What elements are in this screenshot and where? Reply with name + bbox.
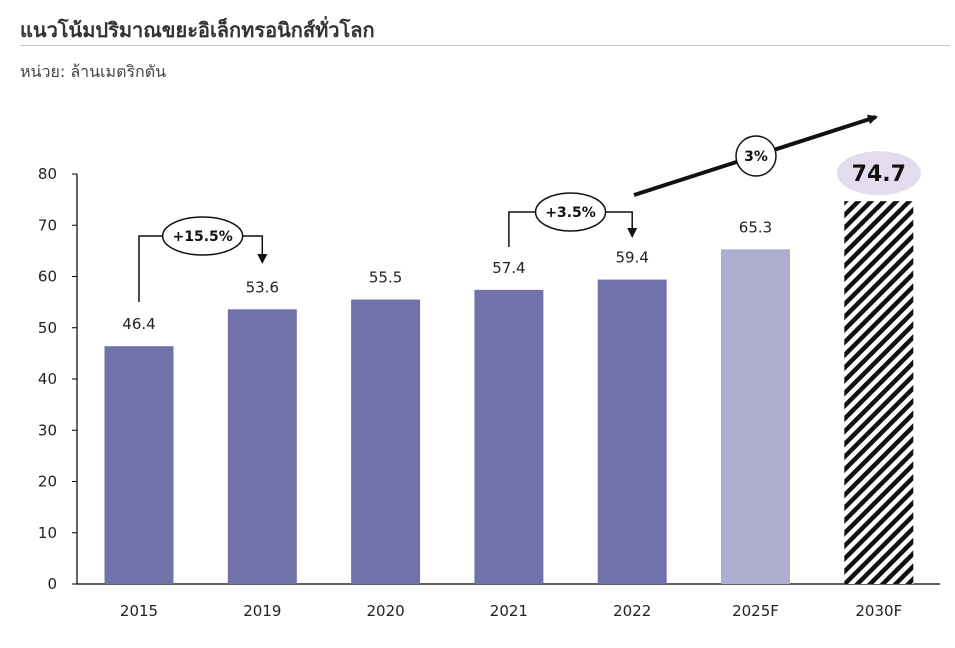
trend-badge — [735, 135, 777, 177]
growth-badge-2 — [534, 192, 607, 232]
x-tick-label: 2022 — [613, 602, 651, 620]
highlight-badge — [836, 151, 921, 196]
y-tick-label: 80 — [38, 165, 57, 183]
x-tick-label: 2021 — [490, 602, 528, 620]
x-tick-label: 2019 — [243, 602, 281, 620]
bar-2030f — [844, 201, 914, 584]
y-tick-label: 60 — [38, 268, 57, 286]
y-tick-label: 20 — [38, 473, 57, 491]
y-tick-label: 0 — [47, 575, 57, 593]
value-label: 57.4 — [492, 259, 525, 277]
growth-annotations: +15.5% +3.5% 3% — [138, 114, 878, 302]
value-label: 53.6 — [246, 278, 279, 296]
value-label-highlight: 74.7 — [852, 162, 906, 187]
y-tick-label: 70 — [38, 216, 57, 234]
x-tick-label: 2025F — [732, 602, 779, 620]
value-label: 59.4 — [615, 249, 648, 267]
bar-2025f — [721, 249, 790, 584]
x-axis: 2015 2019 2020 2021 2022 2025F 2030F — [77, 583, 940, 620]
growth-label-2: +3.5% — [545, 205, 596, 221]
bar-2022 — [597, 279, 667, 584]
x-tick-label: 2015 — [120, 602, 158, 620]
chart-title: แนวโน้มปริมาณขยะอิเล็กทรอนิกส์ทั่วโลก — [20, 18, 375, 42]
bar-2015 — [104, 346, 174, 584]
value-label: 65.3 — [739, 218, 772, 236]
x-tick-label: 2020 — [367, 602, 405, 620]
y-tick-label: 50 — [38, 319, 57, 337]
y-tick-label: 10 — [38, 524, 57, 542]
bar-2020 — [351, 299, 421, 584]
bars-group — [104, 201, 914, 584]
value-label: 55.5 — [369, 269, 402, 287]
growth-badge-1 — [161, 216, 244, 256]
y-tick-label: 40 — [38, 370, 57, 388]
title-divider — [20, 45, 950, 46]
growth-label-1: +15.5% — [172, 229, 232, 245]
chart-subtitle: หน่วย: ล้านเมตริกตัน — [20, 62, 167, 81]
y-axis: 0 10 20 30 40 50 60 70 80 — [38, 165, 78, 593]
x-tick-label: 2030F — [855, 602, 902, 620]
value-label: 46.4 — [122, 315, 155, 333]
bar-2019 — [227, 309, 297, 584]
y-tick-label: 30 — [38, 421, 57, 439]
value-labels-group: 46.4 53.6 55.5 57.4 59.4 65.3 74.7 — [122, 151, 921, 333]
bar-2021 — [474, 289, 544, 584]
trend-label: 3% — [744, 149, 768, 165]
